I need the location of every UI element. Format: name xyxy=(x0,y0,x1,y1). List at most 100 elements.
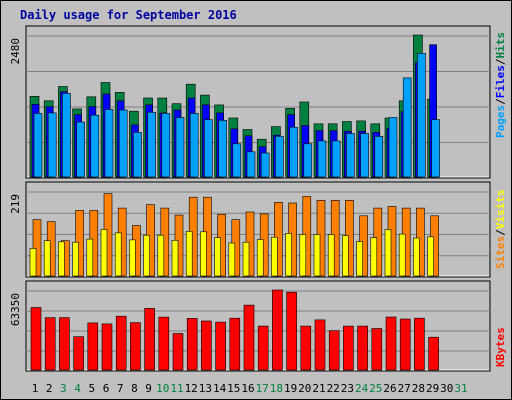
pages-bar xyxy=(133,132,142,178)
legend-entry: Pages xyxy=(494,105,507,138)
panel-3-legend: KBytes xyxy=(494,327,507,367)
kbytes-bar xyxy=(257,325,269,371)
kbytes-bar xyxy=(172,333,184,371)
visits-bar xyxy=(313,234,321,277)
panel-3-max-label: 63350 xyxy=(9,293,22,326)
kbytes-bar xyxy=(215,321,226,371)
kbytes-bar xyxy=(385,316,397,371)
pages-bar xyxy=(33,113,43,178)
kbytes-bar xyxy=(59,317,70,371)
kbytes-bar xyxy=(201,320,212,371)
visits-bar xyxy=(100,229,108,277)
day-label: 18 xyxy=(270,382,283,395)
day-label: 12 xyxy=(185,382,198,395)
kbytes-bar xyxy=(272,289,283,371)
pages-bar xyxy=(147,112,156,178)
visits-bar xyxy=(228,242,236,277)
visits-bar xyxy=(114,232,122,277)
visits-bar xyxy=(398,233,406,277)
visits-bar xyxy=(214,237,221,277)
kbytes-bar xyxy=(101,323,113,371)
day-label: 14 xyxy=(213,382,227,395)
pages-bar xyxy=(76,121,85,178)
visits-bar xyxy=(271,236,278,277)
visits-bar xyxy=(29,248,37,277)
pages-bar xyxy=(346,133,355,178)
visits-bar xyxy=(299,234,307,277)
day-label: 8 xyxy=(131,382,138,395)
pages-bar xyxy=(388,117,398,178)
day-label: 16 xyxy=(241,382,254,395)
visits-bar xyxy=(43,240,51,277)
legend-entry: Files xyxy=(494,65,507,98)
kbytes-bar xyxy=(371,328,383,371)
kbytes-bar xyxy=(286,291,297,371)
legend-entry: KBytes xyxy=(494,327,507,367)
legend-entry: Sites xyxy=(494,236,507,269)
visits-bar xyxy=(200,231,207,277)
visits-bar xyxy=(342,235,349,277)
pages-bar xyxy=(360,133,369,178)
visits-bar xyxy=(72,241,79,277)
kbytes-bar xyxy=(399,318,411,371)
visits-bar xyxy=(171,240,179,277)
kbytes-bar xyxy=(414,317,425,371)
visits-bar xyxy=(285,233,292,277)
day-label: 4 xyxy=(74,382,81,395)
pages-bar xyxy=(175,117,185,178)
day-label: 2 xyxy=(46,382,53,395)
panel-2-legend: Sites/Visits xyxy=(494,190,507,270)
kbytes-bar xyxy=(229,317,241,371)
panel-2-max-label: 219 xyxy=(9,194,22,214)
kbytes-bar xyxy=(300,325,312,371)
panel-1-legend: Pages/Files/Hits xyxy=(494,32,507,138)
day-label: 23 xyxy=(341,382,354,395)
day-label: 28 xyxy=(412,382,425,395)
pages-bar xyxy=(232,143,242,178)
pages-bar xyxy=(246,151,256,178)
day-label: 20 xyxy=(298,382,311,395)
legend-entry: Hits xyxy=(494,32,507,59)
day-label: 11 xyxy=(170,382,183,395)
visits-bar xyxy=(256,239,264,277)
day-label: 29 xyxy=(426,382,439,395)
day-label: 15 xyxy=(227,382,240,395)
pages-bar xyxy=(402,77,412,178)
day-label: 19 xyxy=(284,382,297,395)
pages-bar xyxy=(303,143,313,178)
pages-bar xyxy=(331,140,341,178)
pages-bar xyxy=(62,93,71,178)
visits-bar xyxy=(129,239,136,277)
kbytes-bar xyxy=(144,308,155,371)
kbytes-bar xyxy=(357,325,368,371)
day-label: 17 xyxy=(256,382,269,395)
visits-bar xyxy=(242,241,250,277)
visits-bar xyxy=(384,229,392,277)
kbytes-bar xyxy=(243,304,255,371)
pages-bar xyxy=(218,120,227,178)
kbytes-bar xyxy=(73,336,84,371)
day-label: 6 xyxy=(103,382,110,395)
kbytes-bar xyxy=(314,319,326,371)
kbytes-bar xyxy=(30,307,42,371)
legend-entry: / xyxy=(494,58,507,65)
kbytes-bar xyxy=(115,315,127,371)
visits-bar xyxy=(427,236,434,277)
day-label: 13 xyxy=(199,382,212,395)
visits-bar xyxy=(370,237,378,277)
sites-bar xyxy=(32,219,42,277)
pages-bar xyxy=(289,126,298,178)
day-label: 1 xyxy=(32,382,39,395)
pages-bar xyxy=(47,112,57,178)
day-label: 9 xyxy=(145,382,152,395)
legend-entry: Visits xyxy=(494,190,507,230)
day-label: 21 xyxy=(312,382,325,395)
kbytes-bar xyxy=(328,330,340,371)
chart-title: Daily usage for September 2016 xyxy=(20,8,237,22)
visits-bar xyxy=(327,234,335,277)
pages-bar xyxy=(374,136,384,178)
day-label: 22 xyxy=(327,382,340,395)
pages-bar xyxy=(431,119,440,178)
